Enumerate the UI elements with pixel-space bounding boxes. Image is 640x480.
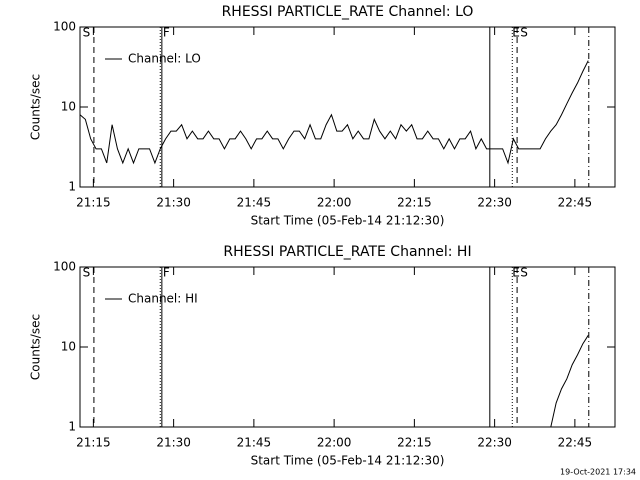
y-axis-label: Counts/sec (29, 314, 43, 380)
chart-title: RHESSI PARTICLE_RATE Channel: HI (223, 244, 471, 260)
x-tick-label: 21:30 (156, 196, 191, 210)
plot-frame (79, 266, 616, 428)
y-tick-label: 1 (68, 180, 76, 194)
x-tick-label: 22:45 (558, 196, 593, 210)
y-tick-label: 10 (61, 340, 76, 354)
x-tick-label: 22:15 (397, 436, 432, 450)
x-tick-label: 21:15 (76, 436, 111, 450)
x-tick-label: 22:15 (397, 196, 432, 210)
x-axis-label: Start Time (05-Feb-14 21:12:30) (251, 214, 445, 228)
event-label: F (163, 266, 170, 280)
legend-label: Channel: LO (128, 52, 201, 66)
event-label: S (520, 266, 528, 280)
x-tick-label: 22:00 (317, 196, 352, 210)
y-tick-label: 100 (53, 20, 76, 34)
chart-title: RHESSI PARTICLE_RATE Channel: LO (222, 4, 474, 20)
event-label: S (520, 26, 528, 40)
data-line (545, 335, 589, 427)
x-tick-label: 22:30 (477, 436, 512, 450)
x-tick-label: 21:45 (237, 436, 272, 450)
x-tick-label: 21:15 (76, 196, 111, 210)
y-axis-label: Counts/sec (29, 74, 43, 140)
event-label: F (163, 26, 170, 40)
x-tick-label: 21:45 (237, 196, 272, 210)
event-label: E (512, 266, 520, 280)
x-tick-label: 22:00 (317, 436, 352, 450)
x-tick-label: 22:45 (558, 436, 593, 450)
plot-frame (79, 26, 616, 188)
timestamp: 19-Oct-2021 17:34 (560, 468, 636, 477)
x-axis-label: Start Time (05-Feb-14 21:12:30) (251, 454, 445, 468)
data-line (80, 60, 589, 165)
event-label: S (83, 26, 91, 40)
event-label: S (83, 266, 91, 280)
y-tick-label: 1 (68, 420, 76, 434)
y-tick-label: 10 (61, 100, 76, 114)
y-tick-label: 100 (53, 260, 76, 274)
x-tick-label: 21:30 (156, 436, 191, 450)
event-label: E (512, 26, 520, 40)
legend-label: Channel: HI (128, 292, 198, 306)
x-tick-label: 22:30 (477, 196, 512, 210)
